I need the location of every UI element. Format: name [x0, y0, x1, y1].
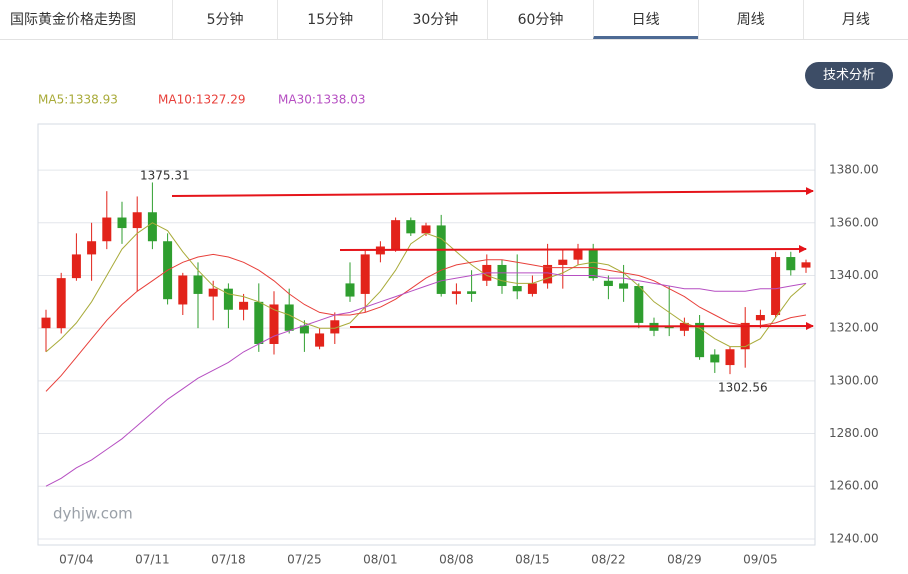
- tab[interactable]: 5分钟: [172, 0, 277, 39]
- candle-body: [208, 288, 218, 297]
- candle-body: [512, 286, 522, 292]
- candle-body: [451, 291, 461, 294]
- watermark: dyhjw.com: [53, 505, 133, 523]
- x-tick-label: 07/11: [135, 553, 170, 567]
- trend-arrow: [171, 187, 814, 197]
- candle-body: [558, 259, 568, 265]
- candle-body: [755, 315, 765, 321]
- x-tick-label: 09/05: [743, 553, 778, 567]
- candle-body: [41, 317, 51, 329]
- legend-entry: MA5:1338.93: [38, 93, 118, 107]
- ma-line: [45, 222, 807, 353]
- legend-entry: MA10:1327.29: [158, 93, 246, 107]
- tab[interactable]: 15分钟: [277, 0, 382, 39]
- trend-arrow: [349, 322, 814, 331]
- candle-body: [117, 217, 127, 229]
- x-tick-label: 07/25: [287, 553, 322, 567]
- annotation: 1375.31: [140, 169, 190, 183]
- x-tick-label: 08/22: [591, 553, 626, 567]
- candle-body: [603, 280, 613, 287]
- candle-body: [801, 262, 811, 268]
- y-tick-label: 1380.00: [829, 163, 879, 177]
- candle-body: [406, 220, 416, 234]
- candle-body: [223, 288, 233, 310]
- x-tick-label: 08/01: [363, 553, 398, 567]
- candle-body: [436, 225, 446, 294]
- candle-body: [132, 212, 142, 229]
- y-tick-label: 1260.00: [829, 479, 879, 493]
- candle-body: [695, 322, 705, 358]
- candle-body: [786, 257, 796, 271]
- candle-body: [56, 278, 66, 329]
- candle-body: [619, 283, 629, 289]
- y-tick-label: 1320.00: [829, 321, 879, 335]
- trend-arrow: [339, 245, 807, 254]
- ma-line: [45, 253, 807, 392]
- candle-body: [391, 220, 401, 250]
- tab[interactable]: 周线: [697, 0, 803, 39]
- y-tick-label: 1300.00: [829, 373, 879, 387]
- trend-arrows: [171, 187, 814, 331]
- candle-body: [527, 283, 537, 294]
- y-tick-label: 1360.00: [829, 215, 879, 229]
- x-tick-label: 07/04: [59, 553, 94, 567]
- tab[interactable]: 60分钟: [487, 0, 592, 39]
- candle-body: [193, 275, 203, 294]
- candle-body: [421, 225, 431, 234]
- candle-body: [360, 254, 370, 294]
- candle-body: [102, 217, 112, 242]
- x-tick-label: 08/08: [439, 553, 474, 567]
- candle-body: [497, 264, 507, 287]
- x-tick-label: 08/15: [515, 553, 550, 567]
- y-tick-label: 1280.00: [829, 426, 879, 440]
- candle-body: [315, 333, 325, 347]
- analysis-button[interactable]: 技术分析: [805, 62, 893, 89]
- candle-body: [147, 212, 157, 242]
- candle-body: [178, 275, 188, 305]
- candle-body: [740, 322, 750, 350]
- tab-bar: 国际黄金价格走势图 5分钟 15分钟 30分钟 60分钟 日线 周线 月线: [0, 0, 908, 40]
- annotation: 1302.56: [718, 381, 768, 395]
- tab[interactable]: 月线: [802, 0, 908, 39]
- candle-body: [87, 241, 97, 255]
- candle-body: [269, 304, 279, 344]
- candle-body: [299, 325, 309, 334]
- candle-body: [634, 286, 644, 323]
- x-tick-label: 07/18: [211, 553, 246, 567]
- candle-body: [330, 320, 340, 334]
- candle-body: [467, 291, 477, 294]
- candle-body: [771, 257, 781, 316]
- candle-body: [725, 349, 735, 366]
- y-tick-label: 1340.00: [829, 268, 879, 282]
- candle-body: [345, 283, 355, 297]
- candle-body: [71, 254, 81, 279]
- candle-body: [588, 249, 598, 279]
- legend-entry: MA30:1338.03: [278, 93, 366, 107]
- candle-body: [573, 249, 583, 260]
- page-title: 国际黄金价格走势图: [10, 12, 136, 28]
- tab[interactable]: 30分钟: [382, 0, 487, 39]
- candle-body: [239, 301, 249, 310]
- candle-body: [284, 304, 294, 331]
- tab[interactable]: 日线: [592, 0, 698, 39]
- candle-body: [254, 301, 264, 344]
- candle-body: [543, 264, 553, 284]
- candle-body: [710, 354, 720, 363]
- plot-frame: [37, 123, 816, 546]
- ma-line: [45, 272, 807, 487]
- y-tick-label: 1240.00: [829, 531, 879, 545]
- x-tick-label: 08/29: [667, 553, 702, 567]
